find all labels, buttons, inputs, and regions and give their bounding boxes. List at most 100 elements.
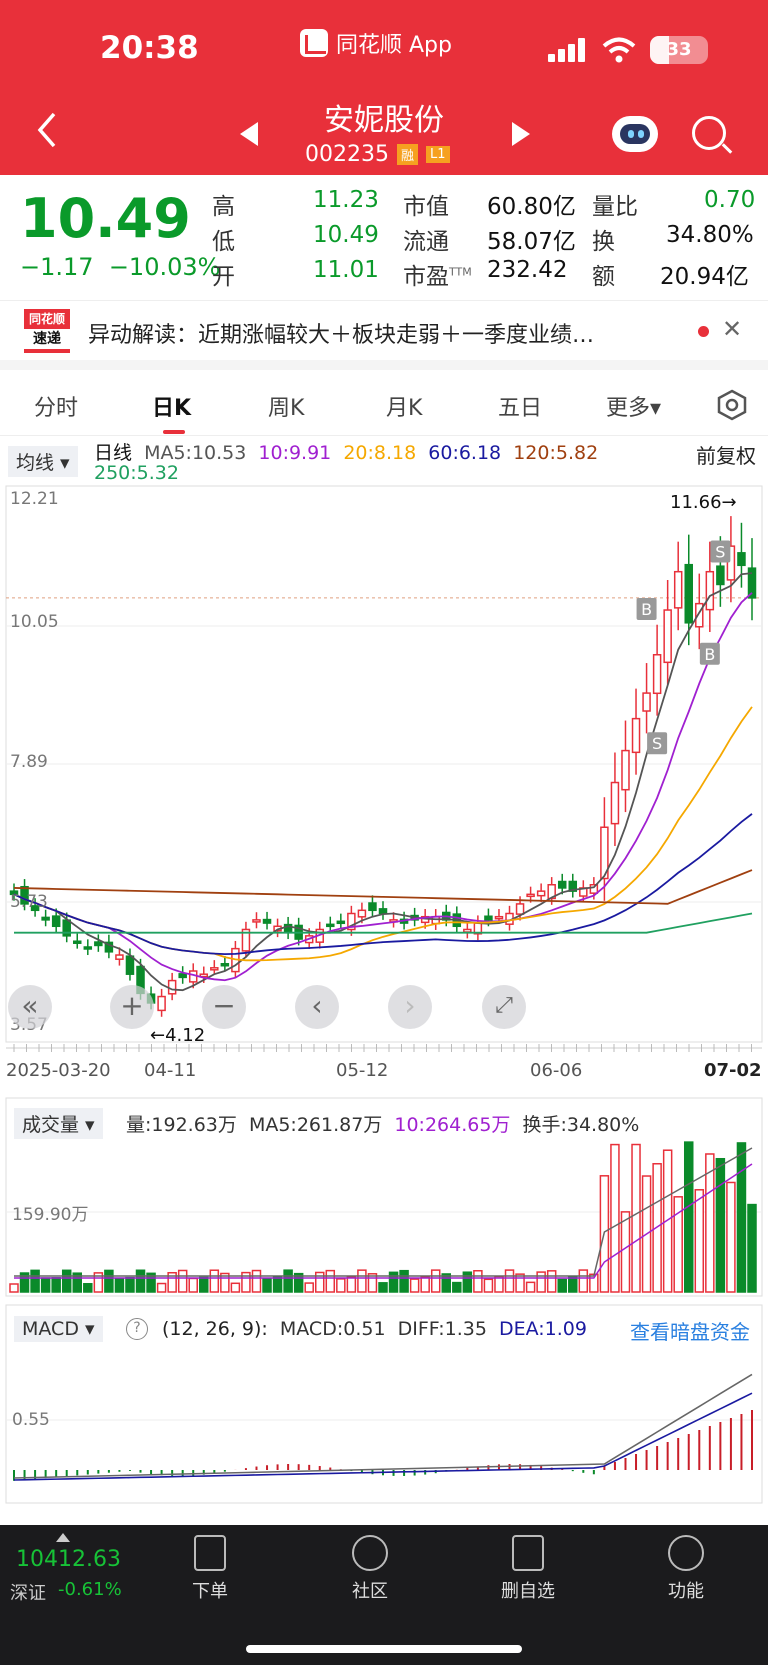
mktcap-label: 市值 [403,194,449,220]
robot-eye [638,130,644,138]
assistant-robot-icon[interactable] [612,116,658,152]
candle-body [463,928,472,933]
tab-monthly[interactable]: 月K [386,396,423,421]
volume-bar [430,1269,441,1293]
candle-body [73,940,82,944]
volume-bar [578,1269,589,1293]
next-stock-icon[interactable] [512,122,530,146]
remove-watchlist-button[interactable]: 删自选 [478,1535,578,1603]
y-label-4: 5.73 [10,892,48,912]
volume-bar [93,1272,104,1293]
volume-bar [135,1269,146,1293]
candle-body [589,884,599,894]
candle-body [684,563,693,624]
macd-dropdown[interactable]: MACD ▾ [14,1316,103,1342]
trade-marker-box [710,540,731,563]
tab-weekly[interactable]: 周K [268,396,305,421]
tab-five-day[interactable]: 五日 [498,396,543,421]
turnover-value: 34.80% [666,222,754,248]
volume-bar [272,1276,283,1293]
volume-bar [462,1271,473,1293]
help-icon[interactable]: ? [126,1318,148,1340]
candle-body [652,654,662,695]
section-gap [0,360,768,370]
candle-body [368,902,377,912]
functions-button[interactable]: 功能 [636,1535,736,1603]
x-label-4: 06-06 [530,1060,583,1081]
adjust-button[interactable]: 前复权 [696,444,756,468]
candle-body [515,903,525,915]
volume-bar [304,1282,314,1293]
bottom-toolbar: 10412.63 深证 -0.61% 下单 社区 删自选 功能 [0,1525,768,1665]
dea-line [13,1392,753,1481]
zoom-out-all-icon[interactable]: « [8,985,52,1029]
float-value: 58.07亿 [487,229,576,255]
macd-y-label: 0.55 [12,1410,50,1430]
candle-body [631,717,641,754]
volume-bar [61,1269,72,1293]
turnover-label: 换 [592,229,615,255]
stock-header: 20:38 同花顺 App 33 安妮股份 002235 融 L1 [0,0,768,175]
prev-stock-icon[interactable] [240,122,258,146]
app-name: 同花顺 App [336,33,452,58]
candle-body [695,602,704,628]
order-button[interactable]: 下单 [160,1535,260,1603]
news-banner[interactable]: 同花顺 速递 异动解读：近期涨幅较大＋板块走弱＋一季度业绩… [0,300,768,360]
tab-more[interactable]: 更多▾ [606,396,662,421]
candle-body [115,954,124,960]
news-text: 异动解读：近期涨幅较大＋板块走弱＋一季度业绩… [88,323,595,348]
volume-bar [325,1269,336,1293]
y-label-2: 10.05 [10,612,59,632]
volume-dropdown[interactable]: 成交量 ▾ [14,1108,103,1139]
tab-intraday[interactable]: 分时 [34,396,79,421]
pan-right-icon[interactable]: › [388,985,432,1029]
volume-bar [262,1277,272,1293]
candle-body [30,905,40,912]
candle-body [326,923,335,928]
candle-body [241,928,251,952]
app-return-tag[interactable]: 同花顺 App [300,27,452,59]
amount-label: 额 [592,264,615,290]
close-icon[interactable]: ✕ [722,315,743,343]
macd-frame [5,1304,763,1504]
trade-marker-label: S [652,734,662,753]
ma-dropdown[interactable]: 均线 ▾ [8,446,78,477]
volume-bar [220,1272,230,1293]
candle-body [178,973,187,979]
volume-bar [293,1272,304,1293]
macd-legend: (12, 26, 9): MACD:0.51 DIFF:1.35 DEA:1.0… [162,1318,587,1340]
caret-up-icon [56,1533,70,1542]
candle-body [663,609,672,664]
trade-marker-label: B [641,600,652,619]
stock-name: 安妮股份 [324,103,444,138]
app-logo-icon [300,29,328,57]
dark-pool-link[interactable]: 查看暗盘资金 [630,1320,750,1344]
candle-body [210,967,219,971]
x-label-2: 04-11 [144,1060,197,1081]
volume-bar [367,1273,378,1293]
tab-daily[interactable]: 日K [152,396,192,421]
pan-left-icon[interactable]: ‹ [295,985,339,1029]
volume-bar [199,1276,209,1293]
volume-frame [5,1097,763,1297]
open-label: 开 [212,264,235,290]
stock-charts[interactable]: B S B S [0,0,768,1525]
community-button[interactable]: 社区 [320,1535,420,1603]
volume-bar [715,1157,726,1293]
zoom-in-icon[interactable]: + [110,985,154,1029]
candle-body [621,749,630,791]
search-icon[interactable] [692,116,726,150]
ma120-line [13,869,753,905]
index-change: -0.61% [58,1579,122,1600]
zoom-out-icon[interactable]: − [202,985,246,1029]
index-value[interactable]: 10412.63 [16,1547,121,1572]
volume-bar [156,1282,167,1293]
candle-body [220,962,230,967]
settings-hex-icon[interactable] [716,389,748,421]
back-icon[interactable] [36,112,58,148]
candle-body [642,692,651,712]
volume-bar [283,1269,293,1293]
fullscreen-icon[interactable]: ⤢ [482,985,526,1029]
candle-body [747,567,757,599]
home-indicator[interactable] [246,1645,522,1653]
